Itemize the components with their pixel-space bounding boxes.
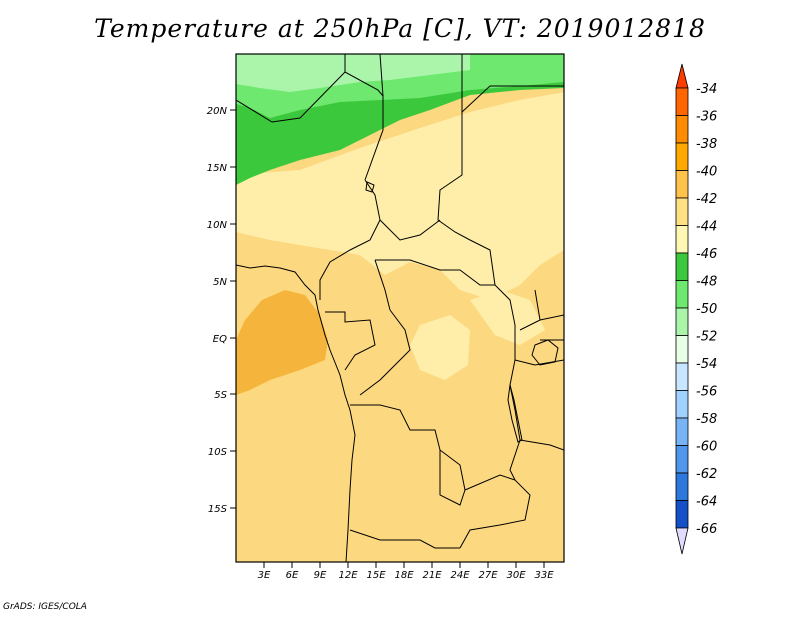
border-libya bbox=[344, 54, 384, 181]
field-green-light bbox=[236, 54, 470, 92]
lon-label: 18E bbox=[394, 570, 414, 581]
colorbar-label: -52 bbox=[696, 330, 717, 345]
map-title: Temperature at 250hPa [C], VT: 201901281… bbox=[94, 14, 706, 43]
lat-label: 5S bbox=[214, 390, 227, 401]
colorbar-label: -58 bbox=[696, 412, 717, 427]
colorbar-swatch bbox=[675, 390, 689, 419]
border-congo-drc bbox=[359, 309, 411, 396]
field-light-patch-congo bbox=[410, 315, 470, 380]
colorbar-label: -42 bbox=[696, 192, 717, 207]
colorbar-swatch bbox=[675, 362, 689, 391]
colorbar-label: -62 bbox=[696, 467, 717, 482]
border-algeria-niger bbox=[236, 71, 384, 123]
map-frame bbox=[235, 53, 565, 563]
temperature-field bbox=[236, 54, 564, 562]
colorbar-label: -54 bbox=[696, 357, 717, 372]
colorbar-swatch bbox=[675, 170, 689, 199]
lake-chad bbox=[365, 181, 375, 193]
credit-text: GrADS: IGES/COLA bbox=[3, 602, 87, 612]
border-angola-drc bbox=[350, 404, 466, 491]
border-zambia-south bbox=[459, 474, 531, 549]
coastline-west-africa bbox=[236, 264, 356, 562]
colorbar-label: -36 bbox=[696, 110, 717, 125]
colorbar-label: -48 bbox=[696, 275, 717, 290]
lat-label: 20N bbox=[207, 106, 228, 117]
lon-label: 12E bbox=[338, 570, 358, 581]
lon-label: 27E bbox=[478, 570, 498, 581]
lon-label: 9E bbox=[314, 570, 327, 581]
lon-label: 21E bbox=[422, 570, 442, 581]
field-warm-core bbox=[236, 290, 328, 395]
colorbar-swatch bbox=[675, 87, 689, 116]
colorbar-swatch bbox=[675, 500, 689, 529]
colorbar-swatch bbox=[675, 225, 689, 254]
lake-tanganyika bbox=[507, 384, 523, 443]
colorbar-label: -50 bbox=[696, 302, 717, 317]
lon-label: 33E bbox=[534, 570, 554, 581]
colorbar-swatch bbox=[675, 417, 689, 446]
lake-victoria bbox=[531, 339, 559, 366]
colorbar-label: -46 bbox=[696, 247, 717, 262]
colorbar-legend: -34 -36 -38 -40 -42 -44 -46 -48 -50 -52 … bbox=[675, 63, 717, 555]
lat-label: 10N bbox=[207, 220, 228, 231]
field-light-patch-east bbox=[470, 290, 545, 345]
border-gabon-congo bbox=[325, 311, 376, 371]
colorbar-swatch bbox=[675, 472, 689, 501]
colorbar-swatch bbox=[675, 142, 689, 171]
colorbar-swatch bbox=[675, 307, 689, 336]
lon-label: 24E bbox=[450, 570, 470, 581]
colorbar-label: -56 bbox=[696, 385, 717, 400]
colorbar-label: -66 bbox=[696, 522, 717, 537]
field-green-mid-ne bbox=[470, 54, 564, 90]
lat-label: 10S bbox=[208, 447, 228, 458]
lat-label: 15N bbox=[207, 163, 228, 174]
colorbar-label: -64 bbox=[696, 495, 717, 510]
border-angola-zambia bbox=[349, 450, 466, 549]
border-chad-sudan bbox=[437, 54, 496, 286]
colorbar-top-arrow bbox=[675, 63, 689, 89]
border-nigeria-cameroon bbox=[319, 179, 381, 300]
colorbar-label: -60 bbox=[696, 440, 717, 455]
lon-label: 15E bbox=[366, 570, 386, 581]
colorbar-swatch bbox=[675, 197, 689, 226]
lon-label: 30E bbox=[506, 570, 526, 581]
colorbar-label: -34 bbox=[696, 82, 717, 97]
colorbar-label: -40 bbox=[696, 165, 717, 180]
lon-label: 6E bbox=[286, 570, 299, 581]
colorbar-swatch bbox=[675, 445, 689, 474]
colorbar-swatch bbox=[675, 252, 689, 281]
longitude-axis: 3E 6E 9E 12E 15E 18E 21E 24E 27E 30E 33E bbox=[258, 562, 554, 581]
colorbar-label: -44 bbox=[696, 220, 717, 235]
colorbar-swatch bbox=[675, 115, 689, 144]
colorbar-swatch bbox=[675, 280, 689, 309]
lat-label: 5N bbox=[213, 277, 227, 288]
colorbar-swatch bbox=[675, 335, 689, 364]
lon-label: 3E bbox=[258, 570, 271, 581]
lat-label: EQ bbox=[213, 334, 227, 345]
latitude-axis: 20N 15N 10N 5N EQ 5S 10S 15S bbox=[207, 106, 236, 515]
field-light-band bbox=[236, 92, 564, 300]
border-uganda-kenya bbox=[534, 289, 564, 341]
border-cameroon-car bbox=[374, 219, 495, 311]
country-borders bbox=[236, 54, 564, 562]
lat-label: 15S bbox=[208, 504, 228, 515]
colorbar-bottom-arrow bbox=[675, 527, 689, 555]
border-egypt-sudan bbox=[461, 85, 564, 113]
colorbar-label: -38 bbox=[696, 137, 717, 152]
